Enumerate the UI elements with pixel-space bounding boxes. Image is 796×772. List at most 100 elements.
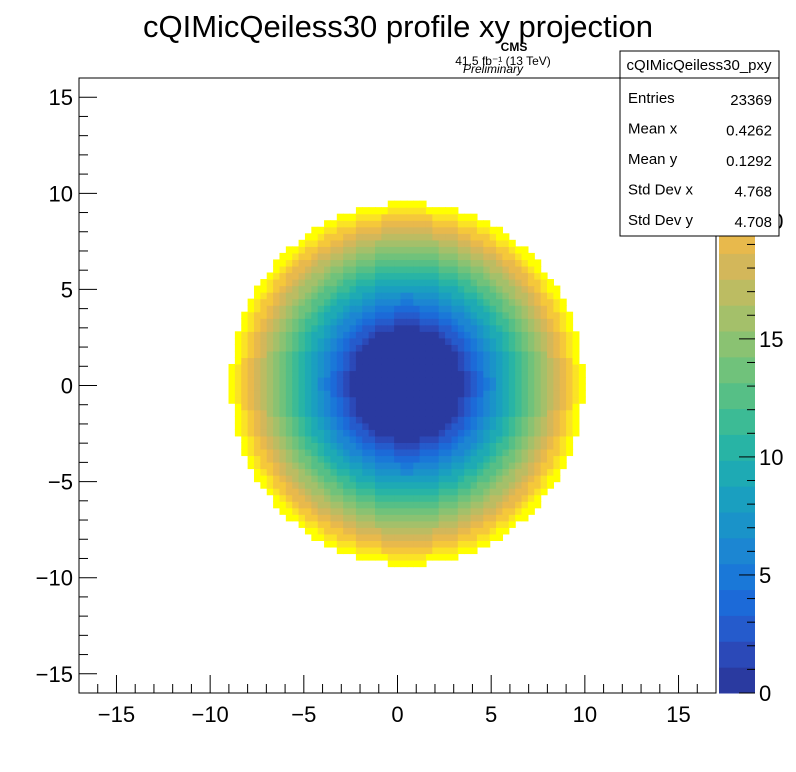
heatmap-cell (266, 305, 274, 313)
heatmap-cell (483, 540, 491, 548)
heatmap-cell (362, 226, 370, 234)
heatmap-cell (298, 507, 306, 515)
heatmap-cell (521, 435, 529, 443)
heatmap-cell (349, 324, 357, 332)
heatmap-cell (451, 435, 459, 443)
heatmap-cell (343, 416, 351, 424)
heatmap-cell (502, 527, 510, 535)
heatmap-cell (324, 475, 332, 483)
heatmap-cell (406, 396, 414, 404)
heatmap-cell (515, 337, 523, 345)
heatmap-cell (336, 357, 344, 365)
heatmap-cell (406, 390, 414, 398)
heatmap-cell (317, 272, 325, 280)
heatmap-cell (419, 363, 427, 372)
heatmap-cell (279, 311, 287, 319)
heatmap-cell (457, 233, 465, 241)
heatmap-cell (515, 422, 523, 430)
heatmap-cell (515, 298, 523, 306)
heatmap-cell (292, 363, 300, 372)
heatmap-cell (483, 305, 491, 313)
heatmap-cell (311, 422, 319, 430)
heatmap-cell (476, 298, 484, 306)
heatmap-cell (438, 448, 446, 457)
heatmap-cell (451, 481, 459, 489)
heatmap-cell (349, 305, 357, 313)
heatmap-cell (260, 435, 268, 443)
heatmap-cell (425, 442, 433, 450)
heatmap-cell (368, 383, 376, 391)
heatmap-cell (285, 311, 293, 319)
heatmap-cell (311, 377, 319, 385)
heatmap-cell (432, 298, 440, 306)
heatmap-cell (400, 344, 408, 352)
heatmap-cell (362, 514, 370, 522)
heatmap-cell (349, 383, 357, 391)
heatmap-cell (483, 259, 491, 267)
heatmap-cell (375, 318, 382, 326)
heatmap-cell (343, 540, 351, 548)
heatmap-cell (445, 305, 453, 313)
heatmap-cell (273, 305, 281, 313)
heatmap-cell (394, 494, 402, 502)
heatmap-cell (247, 448, 255, 457)
heatmap-cell (285, 305, 293, 313)
heatmap-cell (279, 363, 287, 372)
heatmap-cell (317, 337, 325, 345)
heatmap-cell (515, 285, 523, 293)
palette-swatch (719, 641, 755, 668)
heatmap-cell (406, 344, 414, 352)
heatmap-cell (534, 455, 542, 463)
heatmap-cell (330, 318, 338, 326)
heatmap-cell (425, 331, 433, 339)
heatmap-cell (292, 461, 300, 470)
heatmap-cell (445, 409, 453, 417)
heatmap-cell (406, 357, 414, 365)
palette-swatch (719, 589, 755, 616)
heatmap-cell (413, 350, 421, 359)
heatmap-cell (432, 409, 440, 417)
heatmap-cell (470, 226, 478, 234)
heatmap-cell (413, 514, 421, 522)
heatmap-cell (349, 331, 357, 339)
heatmap-cell (285, 357, 293, 365)
heatmap-cell (470, 435, 478, 443)
heatmap-cell (311, 272, 319, 280)
heatmap-cell (368, 403, 376, 411)
heatmap-cell (419, 461, 427, 470)
heatmap-cells (228, 200, 586, 568)
heatmap-cell (292, 422, 300, 430)
heatmap-cell (304, 409, 312, 417)
heatmap-cell (368, 259, 376, 267)
heatmap-cell (521, 416, 529, 424)
heatmap-cell (355, 546, 363, 555)
heatmap-cell (400, 429, 408, 437)
heatmap-cell (540, 448, 548, 457)
heatmap-cell (451, 468, 459, 476)
heatmap-cell (336, 540, 344, 548)
heatmap-cell (464, 533, 472, 541)
heatmap-cell (247, 455, 255, 463)
heatmap-cell (355, 311, 363, 319)
heatmap-cell (521, 318, 529, 326)
heatmap-cell (362, 233, 370, 241)
heatmap-cell (445, 279, 453, 287)
heatmap-cell (451, 546, 459, 555)
heatmap-cell (375, 207, 382, 215)
heatmap-cell (406, 422, 414, 430)
heatmap-cell (368, 311, 376, 319)
heatmap-cell (483, 481, 491, 489)
heatmap-cell (419, 324, 427, 332)
heatmap-cell (489, 350, 497, 359)
heatmap-cell (489, 429, 497, 437)
heatmap-cell (553, 383, 561, 391)
heatmap-cell (349, 494, 357, 502)
heatmap-cell (521, 357, 529, 365)
heatmap-cell (349, 527, 357, 535)
heatmap-cell (515, 461, 523, 470)
heatmap-cell (273, 311, 281, 319)
heatmap-cell (547, 435, 554, 443)
heatmap-cell (547, 468, 554, 476)
heatmap-cell (553, 455, 561, 463)
heatmap-cell (375, 390, 382, 398)
